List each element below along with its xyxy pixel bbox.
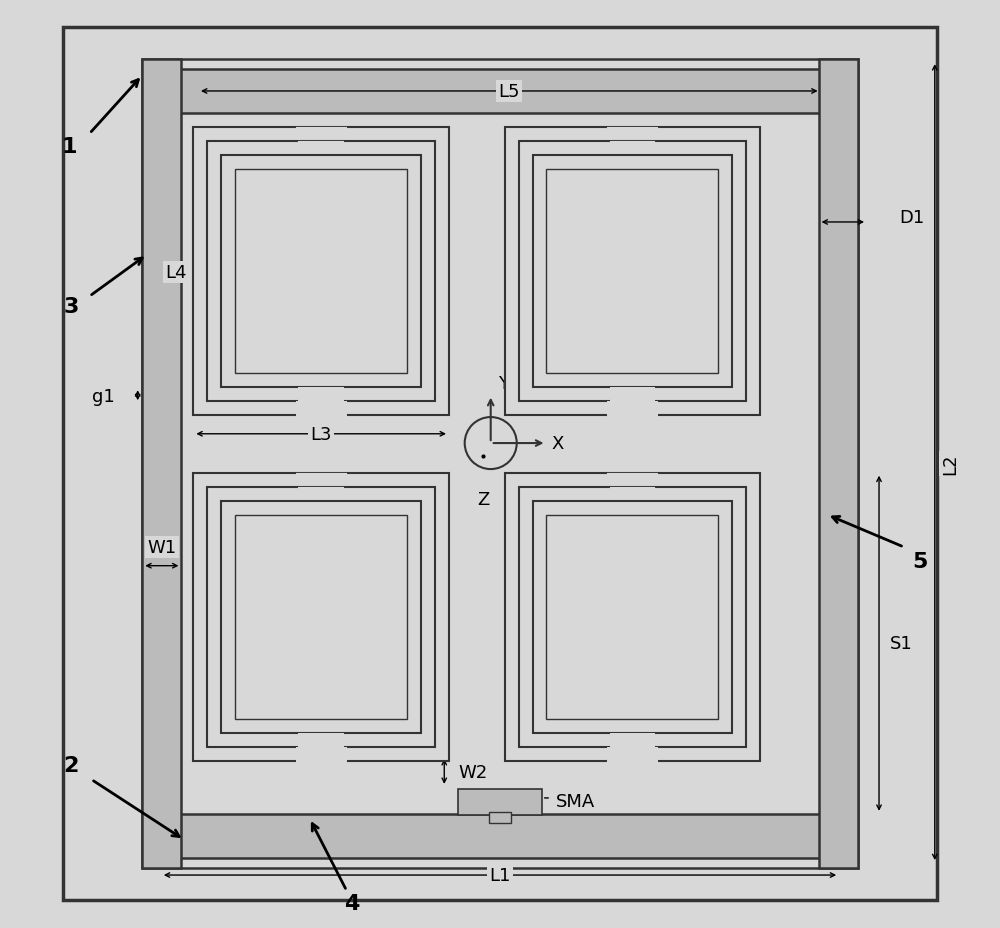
Text: 1: 1 bbox=[61, 136, 77, 157]
Bar bbox=[533, 156, 732, 388]
Bar bbox=[546, 515, 718, 719]
Text: Z: Z bbox=[477, 490, 489, 509]
Text: L4: L4 bbox=[165, 264, 187, 282]
Text: g: g bbox=[604, 283, 615, 302]
Bar bbox=[458, 789, 542, 815]
Bar bbox=[607, 473, 658, 483]
Text: g: g bbox=[604, 190, 615, 209]
Bar bbox=[298, 142, 344, 151]
Bar bbox=[546, 170, 718, 374]
Bar bbox=[161, 814, 839, 858]
Bar bbox=[207, 142, 435, 402]
Bar bbox=[819, 60, 858, 868]
Bar bbox=[142, 60, 858, 868]
Bar bbox=[193, 128, 449, 416]
Bar bbox=[298, 487, 344, 496]
Text: L3: L3 bbox=[310, 425, 332, 444]
Bar bbox=[296, 747, 347, 766]
Bar bbox=[221, 156, 421, 388]
Bar bbox=[298, 388, 344, 406]
Bar bbox=[610, 142, 655, 151]
Text: 2: 2 bbox=[63, 755, 78, 776]
Bar bbox=[161, 70, 839, 114]
Bar bbox=[193, 473, 449, 761]
Bar bbox=[610, 487, 655, 496]
Bar bbox=[235, 170, 407, 374]
Text: g1: g1 bbox=[92, 387, 114, 406]
Text: W1: W1 bbox=[147, 538, 176, 557]
Text: 3: 3 bbox=[63, 296, 78, 316]
Bar bbox=[607, 747, 658, 766]
Bar bbox=[298, 733, 344, 752]
Text: D2: D2 bbox=[224, 741, 249, 759]
Bar bbox=[519, 142, 746, 402]
Bar bbox=[607, 128, 658, 137]
Bar bbox=[533, 501, 732, 733]
Bar bbox=[610, 733, 655, 752]
Bar bbox=[221, 501, 421, 733]
Bar bbox=[610, 388, 655, 406]
Text: L2: L2 bbox=[941, 453, 959, 475]
Bar bbox=[607, 402, 658, 420]
Bar bbox=[505, 128, 760, 416]
Bar bbox=[489, 812, 511, 823]
Bar bbox=[142, 60, 181, 868]
Bar bbox=[505, 473, 760, 761]
Bar bbox=[207, 487, 435, 747]
Text: 5: 5 bbox=[912, 551, 928, 572]
Bar bbox=[296, 128, 347, 137]
Text: g: g bbox=[604, 232, 615, 251]
Text: 4: 4 bbox=[344, 893, 359, 913]
Text: D1: D1 bbox=[899, 209, 925, 227]
Bar bbox=[296, 402, 347, 420]
Bar bbox=[296, 473, 347, 483]
Text: Y: Y bbox=[498, 375, 509, 393]
Bar bbox=[235, 515, 407, 719]
Text: S1: S1 bbox=[890, 634, 913, 652]
Text: SMA: SMA bbox=[556, 792, 595, 810]
Text: W2: W2 bbox=[458, 763, 487, 781]
Bar bbox=[519, 487, 746, 747]
Text: L1: L1 bbox=[489, 866, 511, 884]
Text: X: X bbox=[551, 434, 563, 453]
Text: L5: L5 bbox=[499, 83, 520, 101]
